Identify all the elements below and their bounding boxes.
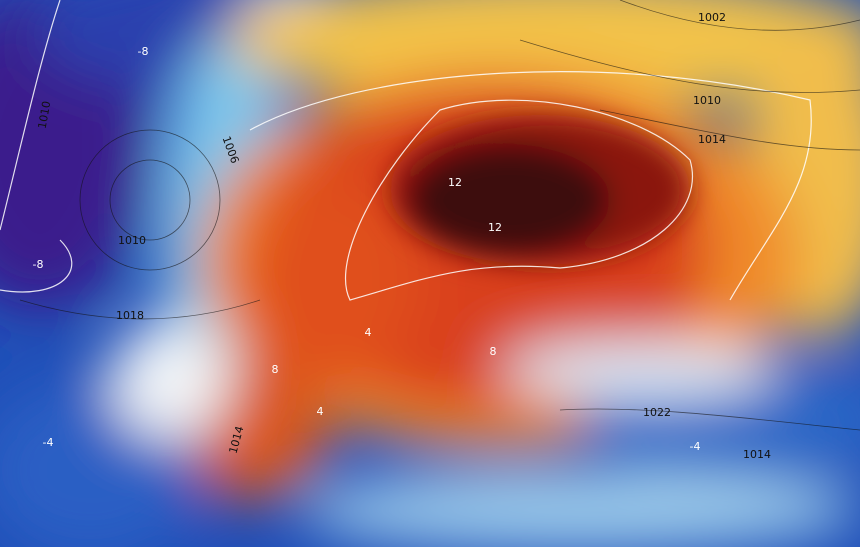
- isobar-label: 1018: [116, 309, 144, 322]
- isobar-label: 1014: [698, 133, 726, 146]
- isotherm-label: -8: [138, 45, 149, 58]
- isotherm-label: 8: [272, 363, 279, 376]
- isotherms: [0, 0, 812, 301]
- isotherm-label: 12: [448, 176, 462, 189]
- isotherm-label: 4: [317, 405, 324, 418]
- isobar-label: 1014: [743, 448, 771, 461]
- isobar-label: 1022: [643, 406, 671, 419]
- isotherm-label: -4: [43, 436, 54, 449]
- isobar-label: 1010: [118, 234, 146, 247]
- isotherm-label: 12: [488, 221, 502, 234]
- isobar-label: 1010: [36, 100, 54, 130]
- isotherm-label: -8: [33, 258, 44, 271]
- isotherm-label: 4: [365, 326, 372, 339]
- isobar-label: 1002: [698, 11, 726, 24]
- isotherm-label: 8: [490, 345, 497, 358]
- isobars: [19, 0, 860, 431]
- isotherm-label: -4: [690, 440, 701, 453]
- heat-core: [390, 115, 690, 265]
- isobar-label: 1010: [693, 94, 721, 107]
